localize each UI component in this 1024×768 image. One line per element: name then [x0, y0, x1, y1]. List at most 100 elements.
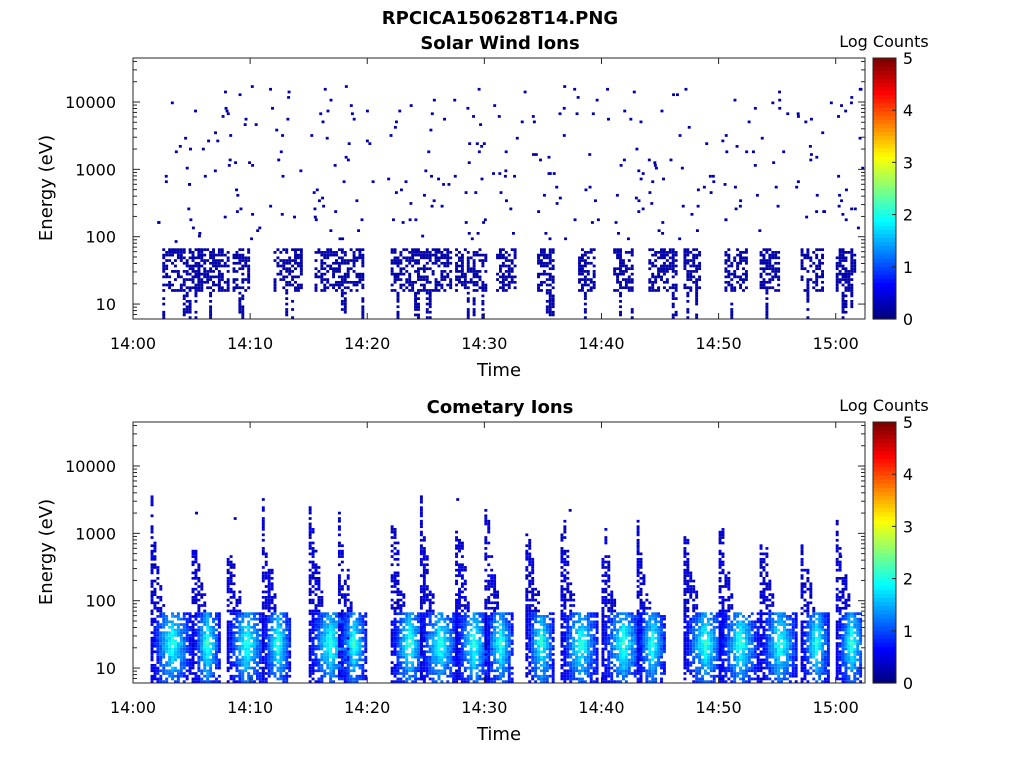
heatmap-pixel — [405, 623, 409, 626]
heatmap-pixel — [346, 642, 350, 645]
heatmap-pixel — [238, 609, 242, 613]
heatmap-pixel — [548, 256, 552, 260]
heatmap-pixel — [548, 283, 552, 287]
heatmap-pixel — [247, 286, 251, 290]
heatmap-pixel — [475, 680, 479, 683]
heatmap-pixel — [467, 232, 471, 235]
heatmap-pixel — [428, 672, 432, 675]
heatmap-pixel — [861, 166, 865, 170]
heatmap-pixel — [503, 174, 507, 178]
heatmap-pixel — [282, 655, 286, 659]
heatmap-pixel — [197, 609, 201, 613]
heatmap-pixel — [455, 609, 459, 613]
heatmap-pixel — [463, 669, 467, 673]
heatmap-pixel — [308, 530, 312, 534]
heatmap-pixel — [414, 261, 418, 265]
heatmap-pixel — [458, 625, 461, 629]
heatmap-pixel — [437, 658, 441, 662]
heatmap-pixel — [510, 280, 514, 284]
heatmap-pixel — [405, 248, 409, 252]
heatmap-pixel — [487, 598, 491, 602]
heatmap-pixel — [282, 267, 286, 271]
heatmap-pixel — [493, 642, 497, 645]
heatmap-pixel — [580, 278, 584, 281]
heatmap-pixel — [173, 248, 177, 252]
heatmap-pixel — [150, 536, 154, 539]
heatmap-pixel — [589, 278, 593, 281]
heatmap-pixel — [443, 672, 447, 675]
heatmap-pixel — [399, 283, 403, 287]
heatmap-pixel — [165, 623, 169, 626]
heatmap-pixel — [434, 650, 438, 654]
heatmap-pixel — [434, 289, 438, 292]
heatmap-pixel — [200, 280, 204, 284]
heatmap-pixel — [689, 272, 693, 276]
heatmap-pixel — [217, 612, 221, 616]
heatmap-pixel — [674, 286, 678, 290]
heatmap-pixel — [668, 248, 672, 252]
heatmap-pixel — [322, 204, 326, 208]
heatmap-pixel — [253, 661, 256, 664]
heatmap-pixel — [431, 634, 435, 637]
heatmap-pixel — [361, 272, 365, 276]
heatmap-pixel — [171, 636, 174, 640]
colorbar-segment — [873, 58, 896, 63]
heatmap-pixel — [393, 248, 397, 252]
heatmap-pixel — [220, 286, 224, 290]
heatmap-pixel — [361, 663, 365, 667]
heatmap-pixel — [340, 275, 344, 279]
heatmap-pixel — [396, 639, 400, 643]
heatmap-pixel — [159, 669, 163, 673]
heatmap-pixel — [320, 289, 324, 292]
heatmap-pixel — [346, 158, 350, 162]
heatmap-pixel — [232, 270, 236, 273]
heatmap-pixel — [446, 261, 450, 265]
heatmap-pixel — [484, 557, 488, 561]
heatmap-pixel — [314, 623, 318, 626]
heatmap-pixel — [396, 305, 400, 309]
heatmap-pixel — [206, 636, 210, 640]
heatmap-pixel — [153, 674, 157, 678]
heatmap-pixel — [153, 557, 157, 561]
heatmap-pixel — [267, 568, 271, 572]
heatmap-pixel — [463, 598, 467, 602]
heatmap-pixel — [165, 680, 169, 683]
heatmap-pixel — [191, 571, 195, 575]
heatmap-pixel — [555, 202, 559, 205]
heatmap-pixel — [484, 634, 488, 637]
heatmap-pixel — [809, 264, 813, 268]
heatmap-pixel — [323, 625, 327, 629]
heatmap-pixel — [214, 283, 218, 287]
heatmap-pixel — [162, 612, 166, 616]
heatmap-pixel — [323, 655, 327, 659]
heatmap-pixel — [276, 658, 280, 662]
heatmap-pixel — [771, 251, 775, 254]
heatmap-pixel — [463, 634, 467, 637]
heatmap-pixel — [393, 636, 397, 640]
heatmap-pixel — [358, 623, 362, 626]
heatmap-pixel — [487, 530, 491, 534]
heatmap-pixel — [458, 571, 461, 575]
heatmap-pixel — [671, 251, 675, 254]
heatmap-pixel — [580, 248, 584, 252]
heatmap-pixel — [226, 604, 230, 607]
heatmap-pixel — [182, 672, 186, 675]
heatmap-pixel — [578, 259, 581, 262]
heatmap-pixel — [619, 270, 622, 273]
heatmap-pixel — [168, 663, 172, 667]
heatmap-pixel — [261, 634, 265, 637]
heatmap-pixel — [480, 145, 484, 148]
heatmap-pixel — [821, 280, 825, 284]
heatmap-pixel — [539, 289, 543, 292]
heatmap-pixel — [168, 653, 172, 656]
heatmap-pixel — [460, 604, 464, 607]
heatmap-pixel — [229, 620, 233, 624]
heatmap-pixel — [200, 615, 204, 618]
heatmap-pixel — [332, 261, 336, 265]
heatmap-pixel — [665, 270, 669, 273]
heatmap-pixel — [455, 634, 459, 637]
heatmap-pixel — [294, 289, 297, 292]
heatmap-pixel — [323, 672, 327, 675]
heatmap-pixel — [619, 256, 622, 260]
heatmap-pixel — [273, 672, 277, 675]
